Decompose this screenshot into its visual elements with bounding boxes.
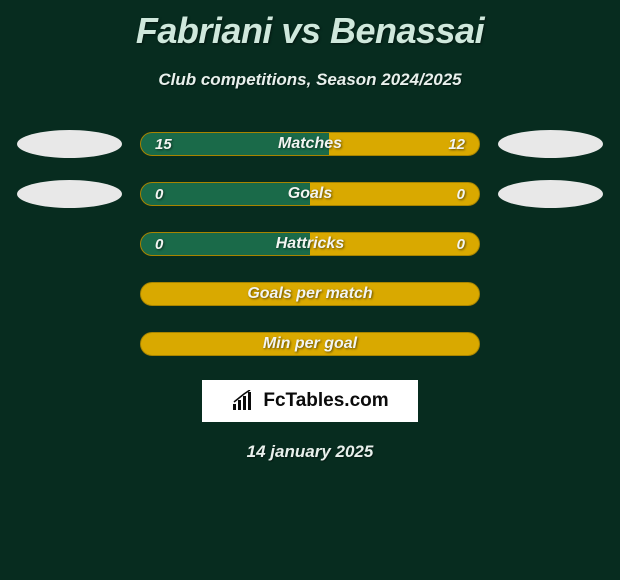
site-badge-text: FcTables.com: [263, 390, 388, 412]
stat-bar: 0Goals0: [140, 182, 480, 206]
stat-label: Matches: [141, 135, 479, 153]
stat-label: Goals per match: [141, 285, 479, 303]
stat-value-right: 12: [448, 136, 465, 153]
stat-row: Min per goal: [0, 330, 620, 358]
stat-bar: Min per goal: [140, 332, 480, 356]
stat-value-left: 0: [155, 236, 163, 253]
stat-row: 15Matches12: [0, 130, 620, 158]
stat-row: 0Goals0: [0, 180, 620, 208]
chart-icon: [231, 390, 257, 412]
team-badge-left: [17, 180, 122, 208]
team-badge-left: [17, 130, 122, 158]
stats-rows: 15Matches120Goals00Hattricks0Goals per m…: [0, 130, 620, 358]
stat-row: Goals per match: [0, 280, 620, 308]
stat-value-right: 0: [457, 236, 465, 253]
subtitle: Club competitions, Season 2024/2025: [0, 70, 620, 90]
site-badge: FcTables.com: [202, 380, 418, 422]
stat-label: Min per goal: [141, 335, 479, 353]
stat-bar: 0Hattricks0: [140, 232, 480, 256]
stat-value-left: 0: [155, 186, 163, 203]
team-badge-right: [498, 180, 603, 208]
stat-row: 0Hattricks0: [0, 230, 620, 258]
stat-bar: 15Matches12: [140, 132, 480, 156]
stat-value-left: 15: [155, 136, 172, 153]
stat-label: Hattricks: [141, 235, 479, 253]
stat-bar: Goals per match: [140, 282, 480, 306]
team-badge-right: [498, 130, 603, 158]
stat-label: Goals: [141, 185, 479, 203]
page-title: Fabriani vs Benassai: [0, 0, 620, 52]
stat-value-right: 0: [457, 186, 465, 203]
date-text: 14 january 2025: [0, 442, 620, 462]
